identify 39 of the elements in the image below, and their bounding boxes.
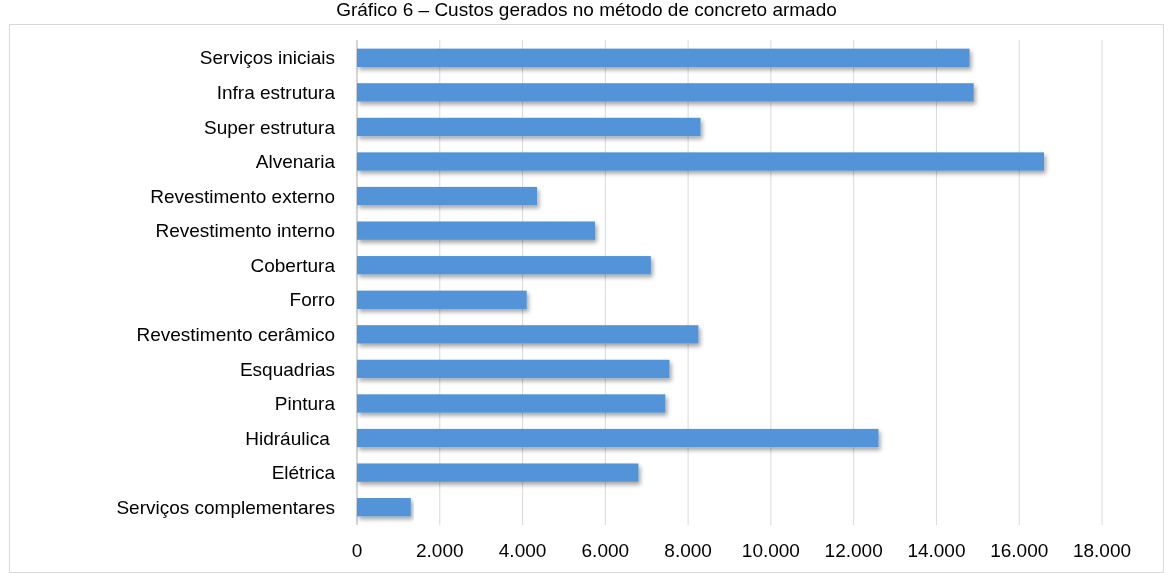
y-tick-label: Revestimento cerâmico (136, 324, 335, 345)
x-tick-label: 18.000 (1072, 540, 1132, 561)
y-tick-label: Serviços iniciais (199, 47, 335, 69)
y-tick-label: Revestimento externo (150, 185, 335, 207)
x-tick-label: 4.000 (498, 540, 547, 561)
y-tick-label: Super estrutura (204, 116, 336, 138)
bar (357, 290, 527, 309)
y-tick-label: Cobertura (250, 254, 336, 276)
bar (357, 394, 666, 413)
y-tick-label: Infra estrutura (216, 82, 336, 104)
bar (357, 117, 701, 137)
bar (357, 325, 699, 344)
bar (357, 48, 970, 67)
x-tick-label: 14.000 (907, 540, 966, 561)
y-tick-label: Hidráulica (245, 427, 335, 449)
chart-title: Gráfico 6 – Custos gerados no método de concreto armado (336, 0, 837, 20)
x-tick-label: 2.000 (416, 540, 464, 561)
x-tick-label: 6.000 (581, 540, 630, 561)
x-tick-label: 12.000 (824, 540, 883, 561)
bar (357, 256, 651, 275)
bar (357, 428, 879, 448)
bar (357, 152, 1045, 171)
x-tick-label: 8.000 (664, 540, 712, 561)
bar (357, 221, 595, 240)
y-tick-label: Serviços complementares (116, 496, 335, 518)
bar (357, 359, 670, 379)
bar (357, 186, 538, 206)
y-tick-label: Elétrica (271, 462, 336, 484)
bar (357, 463, 639, 482)
bar (357, 83, 974, 102)
x-tick-label: 0 (351, 540, 363, 561)
y-tick-label: Esquadrias (239, 358, 335, 380)
x-tick-label: 16.000 (990, 540, 1049, 561)
x-tick-label: 10.000 (741, 540, 800, 561)
y-tick-label: Pintura (274, 393, 336, 415)
y-tick-label: Revestimento interno (155, 220, 335, 242)
y-tick-label: Alvenaria (255, 151, 336, 173)
bar (357, 498, 411, 517)
y-tick-label: Forro (289, 289, 335, 311)
